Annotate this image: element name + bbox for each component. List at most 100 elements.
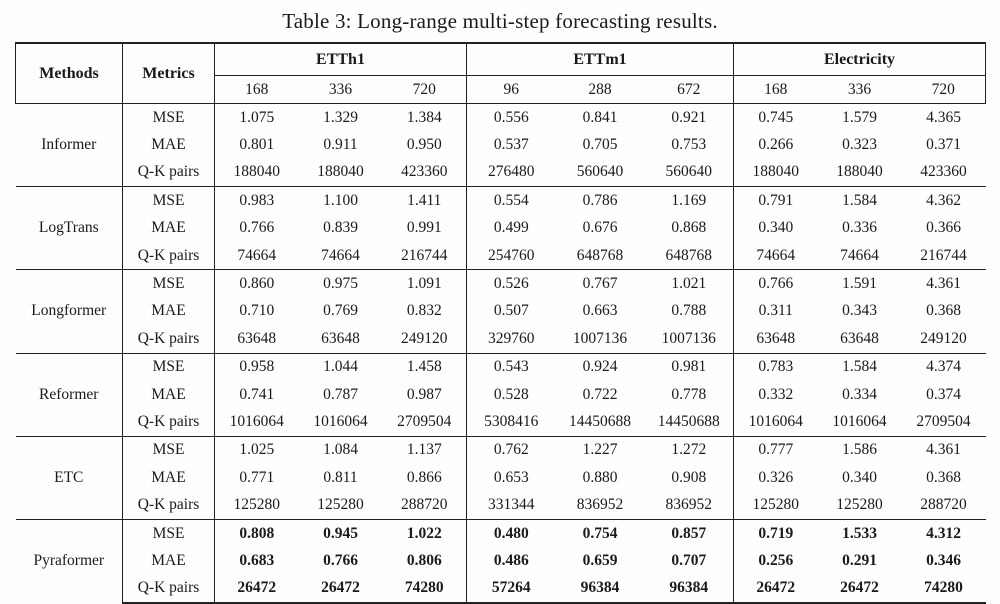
value-cell: 0.911	[323, 136, 358, 154]
metric-label: MSE	[122, 269, 215, 298]
value-cell: 0.346	[926, 551, 961, 569]
value-cell: 125280	[752, 496, 800, 514]
value-cell: 0.753	[644, 131, 735, 159]
value-cell: 0.806	[382, 547, 467, 575]
col-header-methods: Methods	[15, 42, 123, 104]
value-cell: 0.767	[555, 269, 645, 298]
value-cell: 0.543	[466, 352, 556, 381]
value-cell: 1.084	[298, 435, 383, 465]
value-cell: 0.710	[239, 302, 275, 320]
metric-label: MSE	[122, 435, 215, 465]
value-cell: 1.075	[214, 103, 299, 132]
value-cell: 0.676	[582, 219, 618, 237]
value-cell: 0.480	[466, 518, 556, 548]
value-cell: 0.766	[239, 219, 275, 237]
metric-label: MSE	[122, 352, 215, 381]
value-cell: 2709504	[382, 408, 467, 437]
table-row: Q-K pairs 125280 125280 288720 331344 836952 8…	[16, 491, 986, 520]
table-row: Q-K pairs 1016064 1016064 2709504 5308416 144…	[16, 408, 986, 437]
metric-label: MSE	[122, 186, 215, 215]
metric-label: MAE	[122, 131, 215, 159]
value-cell: 4.362	[901, 186, 986, 215]
value-cell: 1.584	[817, 352, 902, 381]
horizon-header: 720	[382, 75, 467, 104]
table-row: MAE 0.683 0.766 0.806 0.486 0.659 0.707 0.256 0.…	[16, 547, 986, 575]
value-cell: 0.771	[239, 468, 275, 486]
table-row: Q-K pairs 26472 26472 74280 57264 96384 96384 2…	[16, 574, 986, 604]
method-name: ETC	[15, 435, 123, 520]
value-cell: 0.868	[644, 214, 735, 242]
table-row: Pyraformer MSE 0.808 0.945 1.022 0.480 0.754 0.…	[15, 518, 986, 604]
metric-label: MAE	[122, 214, 215, 242]
value-cell: 1.458	[382, 352, 467, 381]
value-cell: 1007136	[572, 329, 628, 347]
value-cell: 0.526	[466, 269, 556, 298]
value-cell: 0.945	[298, 518, 383, 548]
value-cell: 0.291	[842, 551, 877, 569]
value-cell: 0.811	[323, 468, 358, 486]
value-cell: 4.365	[901, 103, 986, 132]
value-cell: 4.361	[901, 269, 986, 298]
value-cell: 0.266	[758, 136, 794, 154]
horizon-header: 336	[847, 80, 872, 98]
value-cell: 63648	[237, 329, 277, 347]
value-cell: 188040	[836, 163, 883, 181]
value-cell: 0.326	[758, 468, 794, 486]
table-body: Informer MSE 1.075 1.329 1.384 0.556 0.841 0.92…	[15, 102, 986, 604]
value-cell: 288720	[920, 496, 967, 514]
value-cell: 0.924	[555, 352, 645, 381]
value-cell: 0.366	[926, 219, 961, 237]
value-cell: 74280	[382, 574, 467, 604]
value-cell: 1.044	[298, 352, 383, 381]
value-cell: 0.368	[926, 468, 961, 486]
metric-label: MAE	[122, 547, 215, 575]
value-cell: 96384	[644, 574, 735, 604]
value-cell: 1016064	[313, 412, 368, 430]
value-cell: 0.556	[466, 103, 556, 132]
value-cell: 1007136	[644, 325, 735, 354]
value-cell: 26472	[298, 574, 383, 604]
value-cell: 0.777	[733, 435, 818, 465]
value-cell: 216744	[920, 246, 967, 264]
horizon-header: 96	[503, 80, 520, 98]
value-cell: 0.857	[644, 518, 735, 548]
value-cell: 0.786	[555, 186, 645, 215]
value-cell: 331344	[488, 496, 535, 514]
value-cell: 0.950	[382, 131, 467, 159]
table-caption: Table 3: Long-range multi-step forecasti…	[282, 9, 718, 33]
value-cell: 1.591	[817, 269, 902, 298]
value-cell: 288720	[382, 491, 467, 520]
metric-label: Q-K pairs	[122, 325, 215, 354]
value-cell: 125280	[317, 496, 364, 514]
table-row: Q-K pairs 74664 74664 216744 254760 648768 648…	[16, 241, 986, 270]
value-cell: 216744	[382, 241, 467, 270]
value-cell: 0.808	[214, 518, 299, 548]
metric-label: Q-K pairs	[122, 491, 215, 520]
value-cell: 1.022	[382, 518, 467, 548]
metric-label: Q-K pairs	[122, 241, 215, 270]
value-cell: 0.745	[733, 103, 818, 132]
value-cell: 63648	[840, 329, 879, 347]
value-cell: 0.981	[644, 352, 735, 381]
value-cell: 0.958	[214, 352, 299, 381]
value-cell: 4.374	[901, 352, 986, 381]
horizon-header: 672	[644, 75, 735, 104]
value-cell: 26472	[817, 574, 902, 604]
value-cell: 0.766	[733, 269, 818, 298]
value-cell: 0.860	[214, 269, 299, 298]
value-cell: 1.579	[817, 103, 902, 132]
value-cell: 0.683	[239, 551, 275, 569]
value-cell: 0.921	[644, 103, 735, 132]
value-cell: 57264	[466, 574, 556, 604]
value-cell: 74664	[756, 246, 796, 264]
value-cell: 0.311	[758, 302, 793, 320]
value-cell: 96384	[555, 574, 645, 604]
table-row: MAE 0.801 0.911 0.950 0.537 0.705 0.753 0.266 0.…	[16, 131, 986, 159]
value-cell: 0.705	[582, 136, 618, 154]
value-cell: 0.507	[493, 302, 529, 320]
value-cell: 0.778	[644, 380, 735, 409]
value-cell: 0.832	[382, 297, 467, 326]
value-cell: 0.554	[466, 186, 556, 215]
value-cell: 125280	[836, 496, 883, 514]
value-cell: 1.227	[555, 435, 645, 465]
